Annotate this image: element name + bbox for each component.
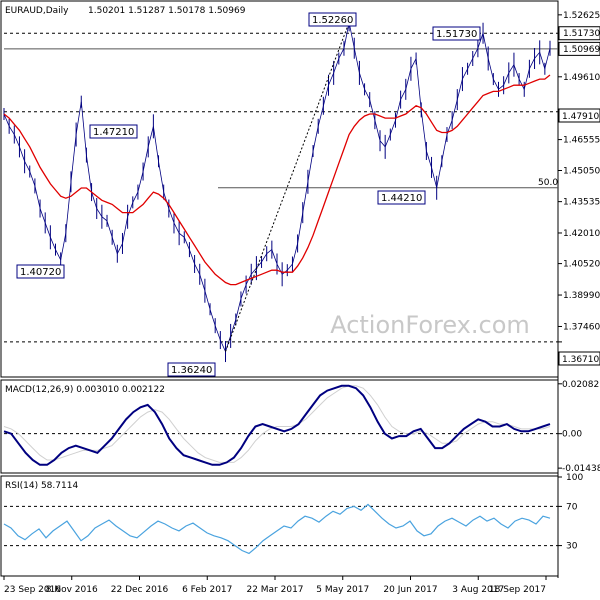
rsi-line xyxy=(3,503,551,555)
x-tick-label: 23 Sep 2016 xyxy=(4,585,61,595)
x-tick-label: 8 Nov 2016 xyxy=(46,585,98,595)
watermark: ActionForex.com xyxy=(330,311,530,339)
macd-tick-label: 0.020827 xyxy=(562,380,600,390)
price-tick-label: 1.45050 xyxy=(563,167,600,177)
price-tick-label: 1.50969 xyxy=(563,45,600,55)
rsi-tick-label: 30 xyxy=(566,542,578,552)
x-tick-label: 22 Mar 2017 xyxy=(246,585,303,595)
x-tick-label: 3 Aug 2017 xyxy=(452,585,504,595)
macd-tick-label: -0.014386 xyxy=(562,464,600,474)
svg-text:1.47910: 1.47910 xyxy=(562,112,599,122)
trend-line xyxy=(225,22,350,352)
price-tag-box xyxy=(558,41,600,56)
x-tick-label: 18 Sep 2017 xyxy=(489,585,546,595)
rsi-title: RSI(14) 58.7114 xyxy=(5,481,78,491)
svg-text:1.51730: 1.51730 xyxy=(436,29,477,40)
price-tick-label: 1.38990 xyxy=(563,291,600,301)
annotation-1-36240: 1.36240 xyxy=(167,362,216,377)
chart-title: EURAUD,Daily xyxy=(5,6,69,16)
svg-text:1.52260: 1.52260 xyxy=(312,15,353,26)
x-tick-label: 5 May 2017 xyxy=(316,585,369,595)
price-tick-label: 1.51730 xyxy=(563,29,600,39)
rsi-layer: 100 70 30 xyxy=(3,473,583,555)
annotation-1-44210: 1.44210 xyxy=(377,190,426,205)
sma-line xyxy=(3,74,551,286)
macd-tick-label: 0.00 xyxy=(562,430,582,440)
price-tick-label: 1.43535 xyxy=(563,198,600,208)
macd-title: MACD(12,26,9) 0.003010 0.002122 xyxy=(5,385,165,395)
svg-text:1.40720: 1.40720 xyxy=(20,267,61,278)
svg-text:1.36710: 1.36710 xyxy=(562,355,599,365)
svg-text:1.44210: 1.44210 xyxy=(381,193,422,204)
macd-layer: 0.020827 0.00 -0.014386 xyxy=(3,380,600,474)
price-tick-label: 1.52625 xyxy=(563,11,600,21)
price-series-line xyxy=(3,22,551,353)
annotation-1-47210: 1.47210 xyxy=(89,124,138,139)
rsi-tick-label: 100 xyxy=(566,473,583,483)
rsi-tick-label: 70 xyxy=(566,502,578,512)
x-tick-label: 20 Jun 2017 xyxy=(383,585,437,595)
svg-text:1.36240: 1.36240 xyxy=(171,365,212,376)
ohlc-header: 1.50201 1.51287 1.50178 1.50969 xyxy=(88,6,246,16)
x-tick-label: 22 Dec 2016 xyxy=(111,585,169,595)
axis-label-1-36710: 1.36710 xyxy=(558,351,600,366)
annotation-1-51730: 1.51730 xyxy=(432,26,481,41)
axis-label-1-47910: 1.47910 xyxy=(558,108,600,123)
fib-label: 50.0 xyxy=(538,178,558,188)
svg-text:1.47210: 1.47210 xyxy=(93,127,134,138)
macd-signal-line xyxy=(3,385,551,463)
price-tick-label: 1.42010 xyxy=(563,229,600,239)
rsi-panel xyxy=(0,475,559,577)
price-tick-label: 1.37460 xyxy=(563,322,600,332)
price-tick-label: 1.46555 xyxy=(563,136,600,146)
x-tick-label: 6 Feb 2017 xyxy=(182,585,232,595)
price-tick-label: 1.40520 xyxy=(563,260,600,270)
annotation-1-52260: 1.52260 xyxy=(308,12,357,27)
price-layer: 1.52625 1.51730 1.50969 1.49610 1.46555 1.450… xyxy=(3,11,600,363)
annotation-1-40720: 1.40720 xyxy=(16,264,65,279)
macd-line xyxy=(3,384,551,466)
price-tick-label: 1.49610 xyxy=(563,73,600,83)
price-tag-box xyxy=(558,26,600,41)
